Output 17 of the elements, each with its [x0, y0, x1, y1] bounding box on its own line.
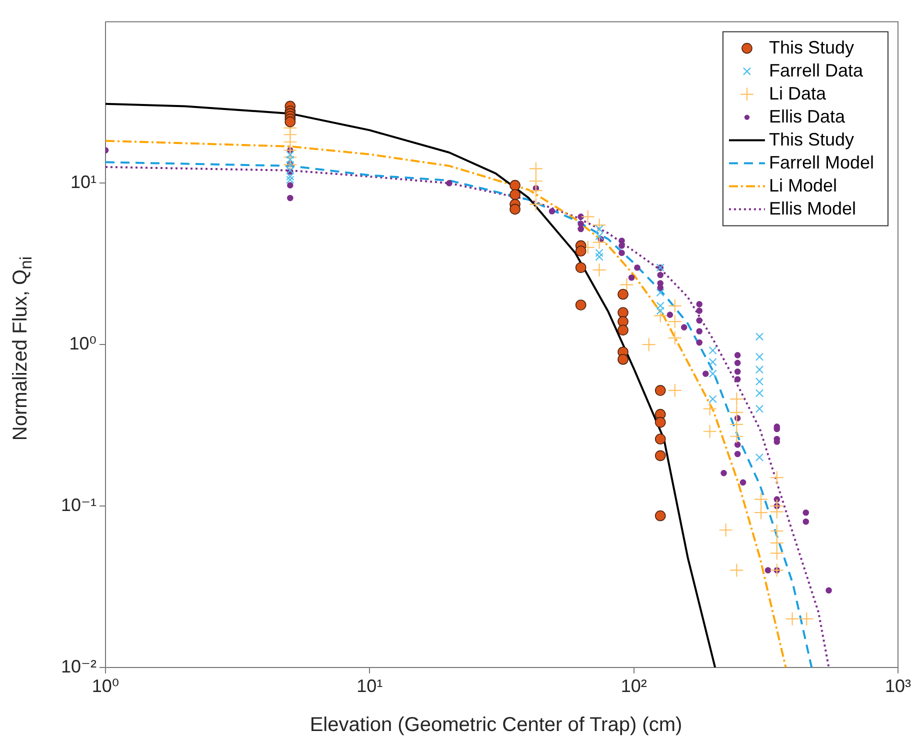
x-tick-label: 10² — [620, 676, 647, 696]
x-tick-label: 10³ — [884, 676, 912, 696]
legend-label: Farrell Model — [768, 152, 874, 172]
y-tick-label: 10¹ — [70, 172, 97, 192]
x-tick-label: 10⁰ — [92, 676, 120, 696]
legend-label: Li Data — [768, 83, 827, 104]
legend-label: Li Model — [768, 175, 838, 196]
y-tick-label: 10⁻¹ — [60, 494, 97, 515]
y-tick-label: 10⁻² — [60, 656, 97, 676]
legend-label: Ellis Data — [768, 106, 846, 126]
legend-label: This Study — [768, 37, 854, 58]
x-axis-title: Elevation (Geometric Center of Trap) (cm) — [308, 714, 684, 737]
x-tick-label: 10¹ — [356, 676, 383, 696]
legend-label: Farrell Data — [768, 60, 864, 80]
legend-label: This Study — [768, 129, 854, 150]
y-tick-label: 10⁰ — [69, 334, 97, 354]
legend-label: Ellis Model — [768, 198, 856, 218]
